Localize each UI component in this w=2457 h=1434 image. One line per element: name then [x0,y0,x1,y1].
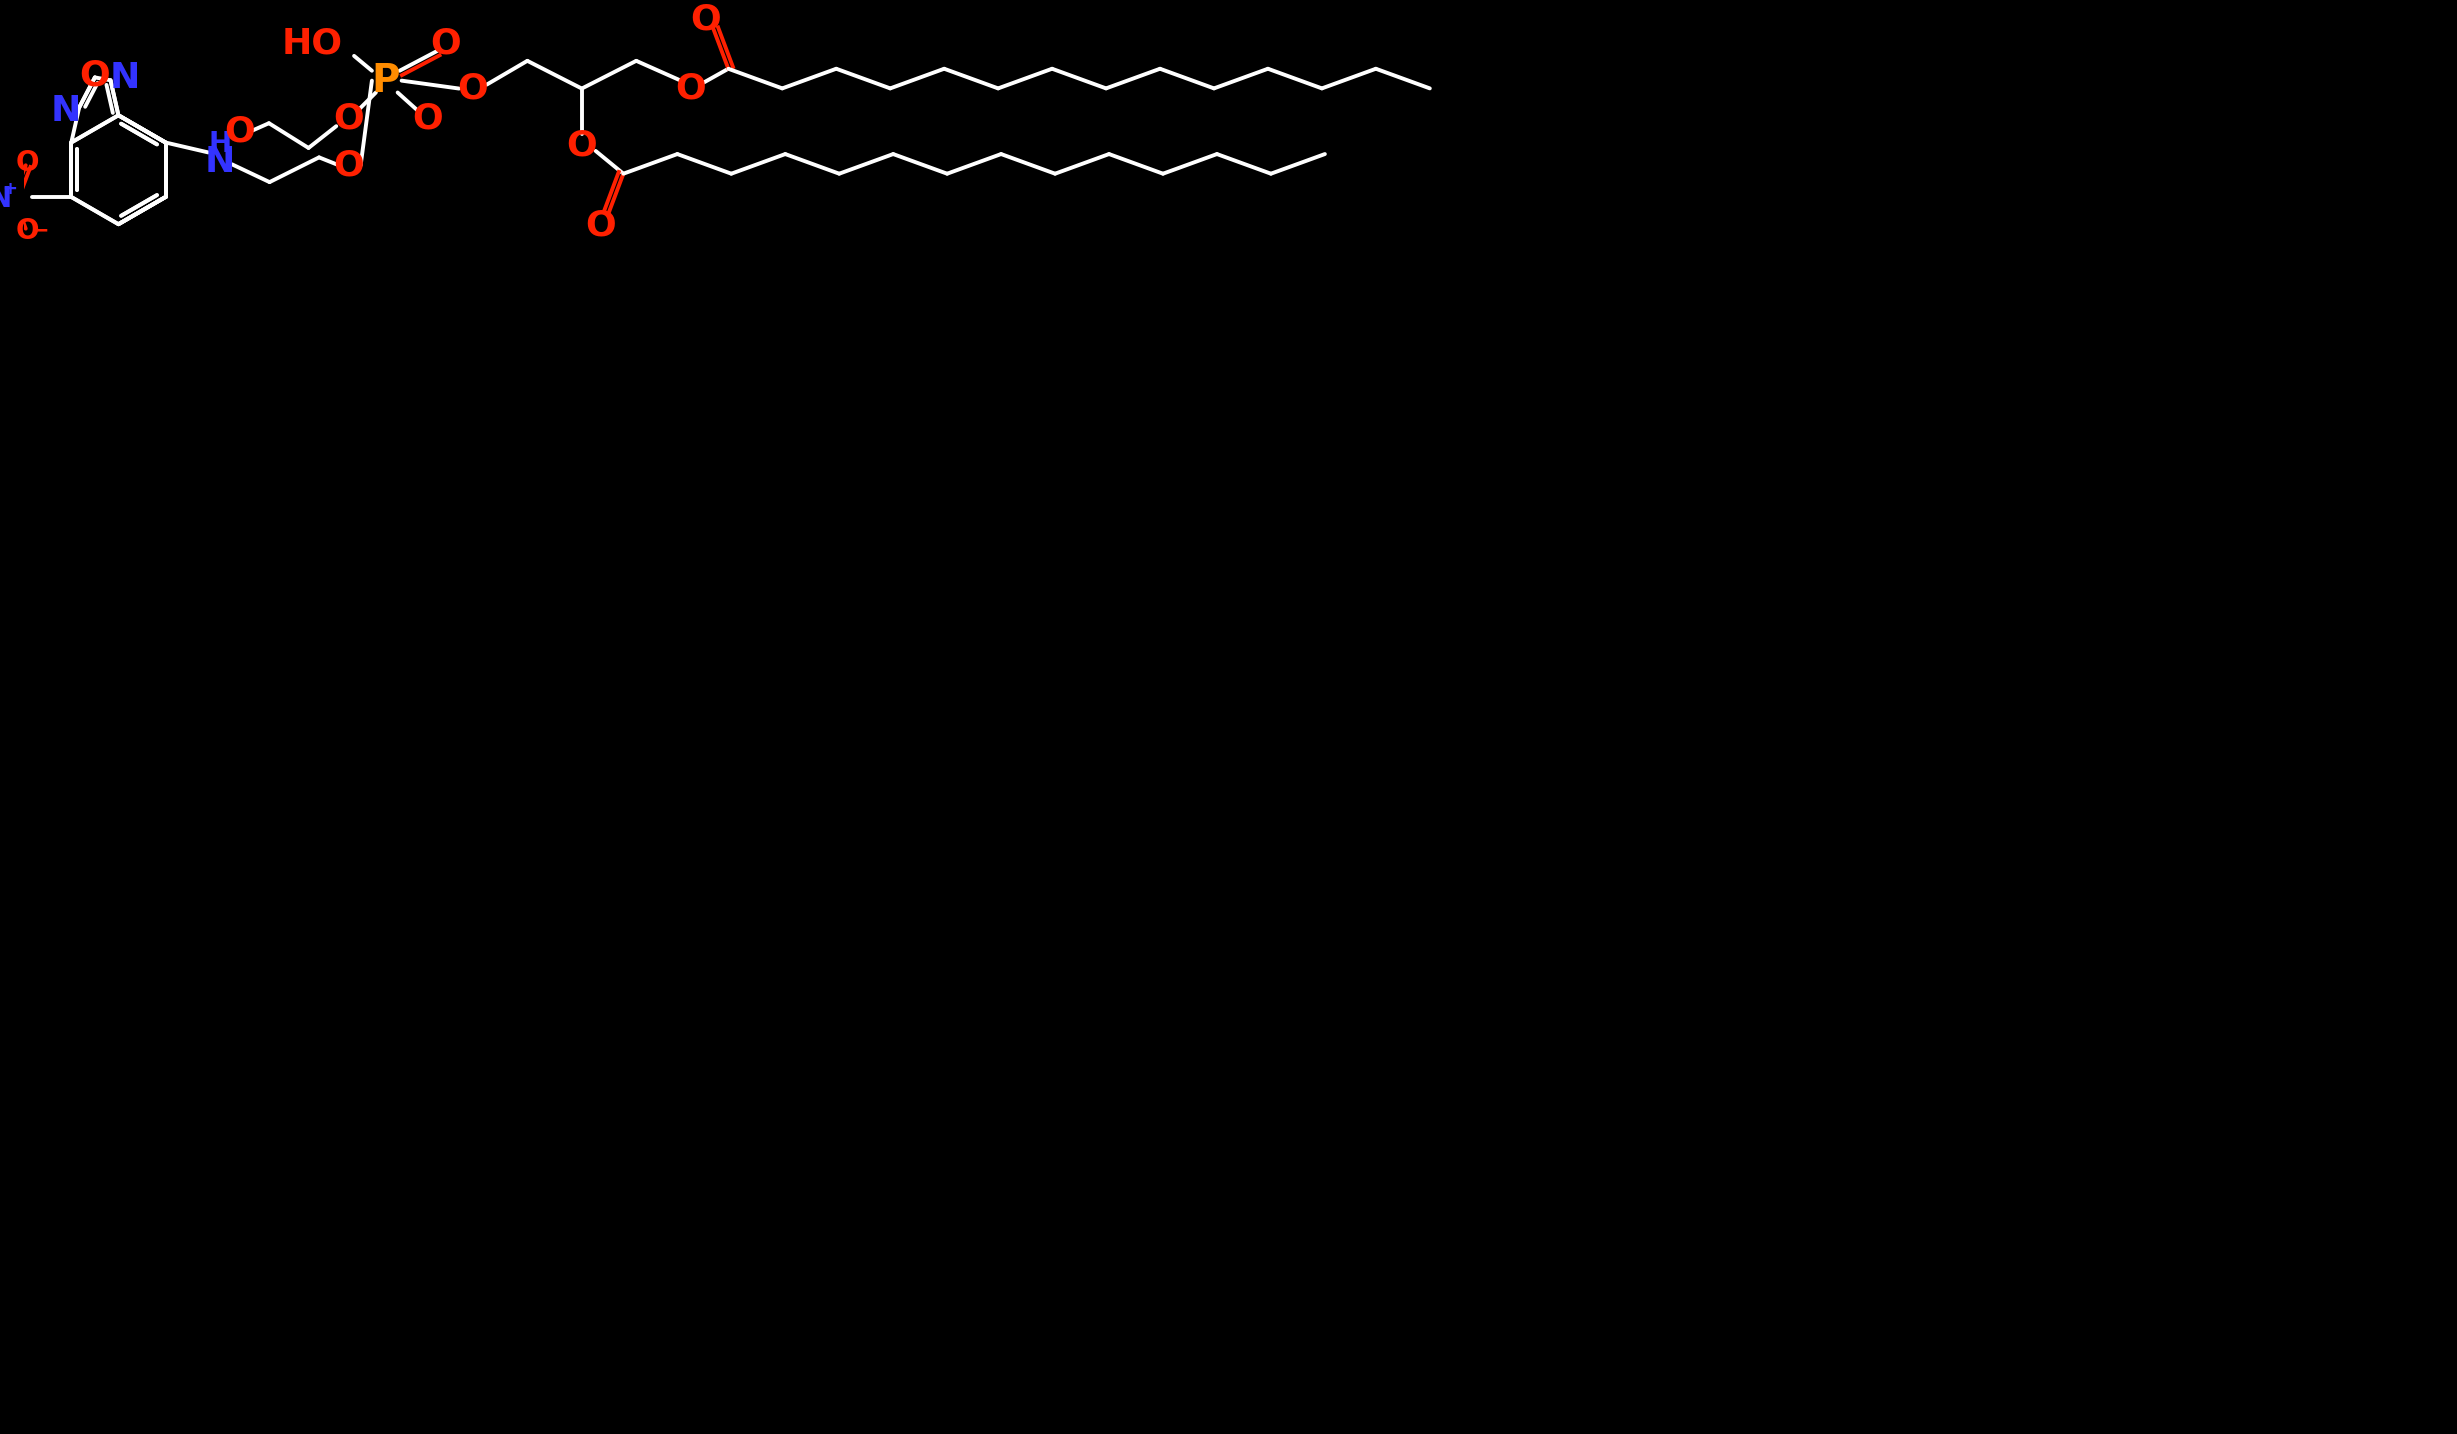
Text: H: H [209,130,231,159]
Text: O: O [457,72,489,106]
Text: HO: HO [283,26,344,60]
Text: O: O [568,129,597,163]
Text: N: N [0,185,12,212]
Text: O: O [17,217,39,245]
Text: −: − [29,221,49,241]
Text: +: + [2,181,17,198]
Text: O: O [585,208,617,242]
Text: N: N [49,95,81,129]
Text: O: O [17,149,39,178]
Text: O: O [413,102,442,135]
Text: O: O [690,3,720,36]
Text: O: O [334,148,364,182]
Text: P: P [371,62,400,99]
Text: O: O [332,102,364,135]
Text: O: O [676,72,705,106]
Text: O: O [79,59,111,92]
Text: O: O [430,26,459,60]
Text: O: O [224,115,256,148]
Text: N: N [108,62,140,95]
Text: N: N [204,145,236,179]
